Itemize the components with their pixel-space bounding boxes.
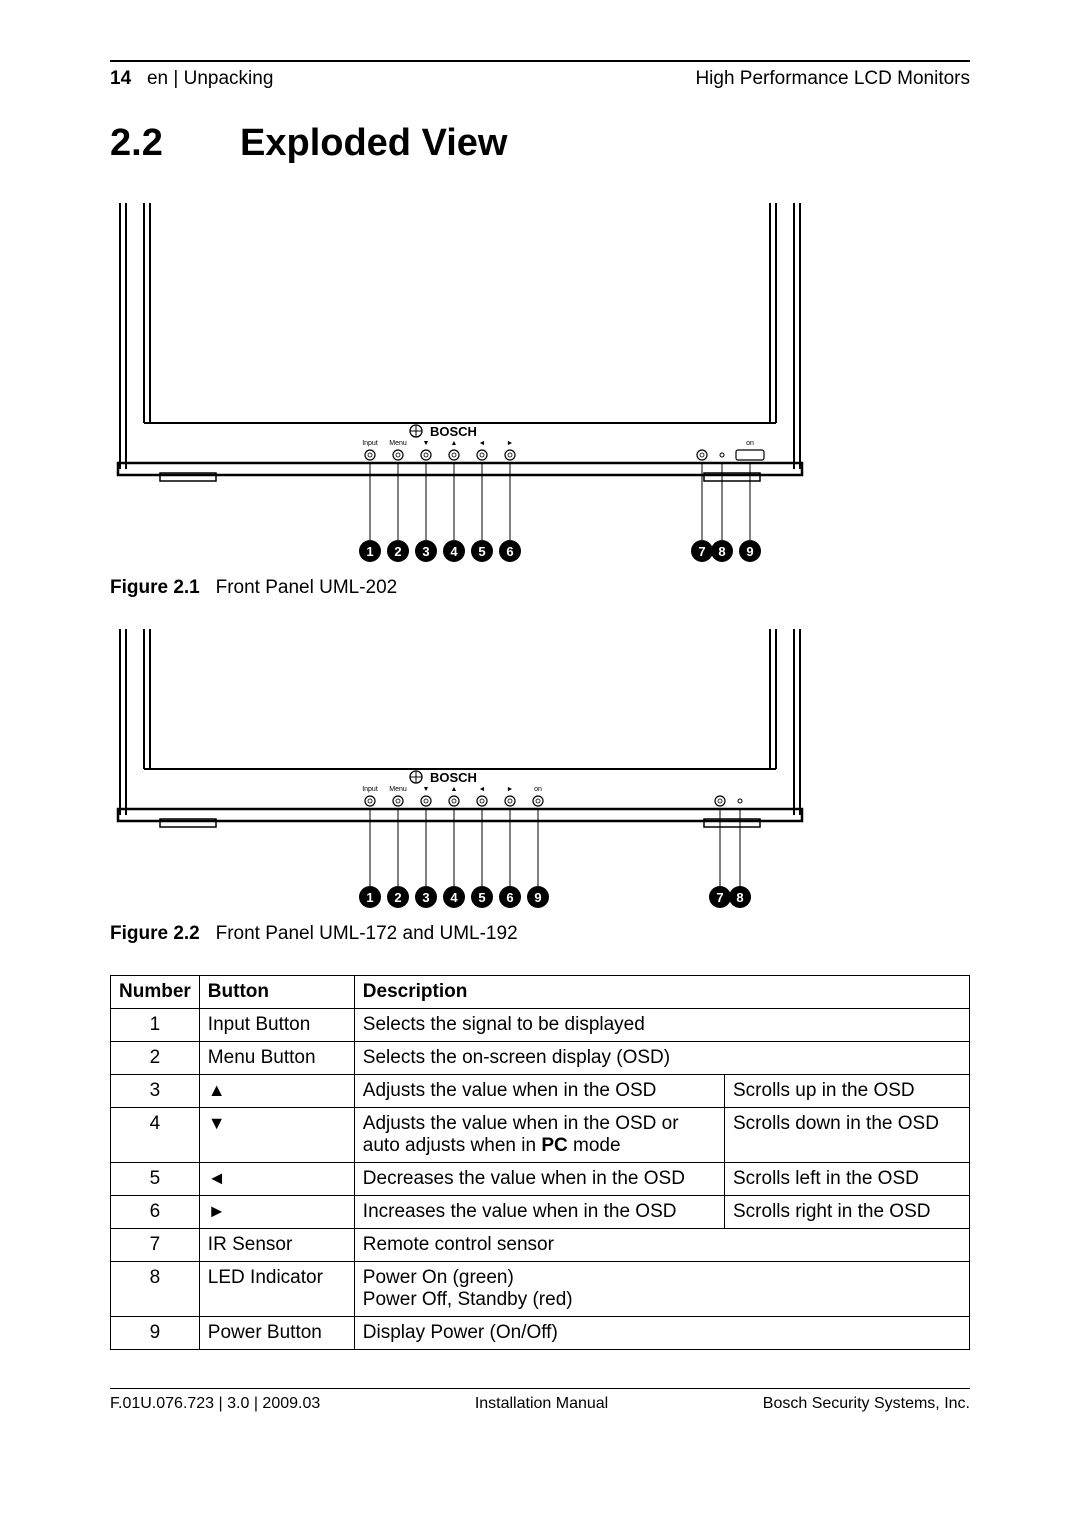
page-number: 14: [110, 68, 131, 89]
svg-text:6: 6: [506, 890, 513, 905]
svg-text:◄: ◄: [479, 786, 486, 793]
svg-text:9: 9: [534, 890, 541, 905]
header-breadcrumb-text: en | Unpacking: [147, 68, 273, 89]
figure-2-2-caption: Figure 2.2 Front Panel UML-172 and UML-1…: [110, 923, 970, 945]
header-breadcrumb: [136, 68, 147, 89]
svg-text:9: 9: [746, 544, 753, 559]
header-product: High Performance LCD Monitors: [695, 68, 970, 90]
button-description-table: NumberButtonDescription1Input ButtonSele…: [110, 975, 970, 1350]
svg-text:2: 2: [394, 890, 401, 905]
svg-text:on: on: [746, 440, 754, 447]
svg-text:BOSCH: BOSCH: [430, 770, 477, 785]
svg-text:6: 6: [506, 544, 513, 559]
svg-text:7: 7: [698, 544, 705, 559]
header-left: 14 en | Unpacking: [110, 68, 273, 90]
fig2-caption-text: Front Panel UML-172 and UML-192: [216, 923, 518, 944]
svg-text:5: 5: [478, 544, 485, 559]
svg-text:▼: ▼: [423, 440, 430, 447]
svg-text:7: 7: [716, 890, 723, 905]
svg-text:1: 1: [366, 890, 373, 905]
footer-left: F.01U.076.723 | 3.0 | 2009.03: [110, 1395, 320, 1413]
section-name: Exploded View: [240, 122, 507, 164]
svg-text:5: 5: [478, 890, 485, 905]
svg-text:8: 8: [736, 890, 743, 905]
svg-text:4: 4: [450, 890, 458, 905]
monitor-diagram-2: BOSCH Input Menu ▼ ▲ ◄ ► on 1 2 3 4 5 6 9 78: [110, 629, 820, 917]
section-number: 2.2: [110, 122, 240, 165]
svg-text:►: ►: [507, 440, 514, 447]
fig1-label: Figure 2.1: [110, 577, 200, 598]
footer-center: Installation Manual: [475, 1395, 608, 1413]
page-footer: F.01U.076.723 | 3.0 | 2009.03 Installati…: [110, 1388, 970, 1413]
svg-text:Menu: Menu: [389, 440, 407, 447]
figure-2-2-diagram: BOSCH Input Menu ▼ ▲ ◄ ► on 1 2 3 4 5 6 9 78: [110, 629, 970, 917]
svg-text:on: on: [534, 786, 542, 793]
monitor-diagram-1: BOSCH Input Menu ▼ ▲ ◄ ► on 1 2 3 4 5 6 78 9: [110, 203, 820, 571]
svg-text:2: 2: [394, 544, 401, 559]
svg-text:4: 4: [450, 544, 458, 559]
figure-2-1-diagram: BOSCH Input Menu ▼ ▲ ◄ ► on 1 2 3 4 5 6 78 9: [110, 203, 970, 571]
svg-text:▼: ▼: [423, 786, 430, 793]
footer-right: Bosch Security Systems, Inc.: [763, 1395, 970, 1413]
svg-text:►: ►: [507, 786, 514, 793]
svg-text:8: 8: [718, 544, 725, 559]
svg-text:▲: ▲: [451, 786, 458, 793]
svg-text:3: 3: [422, 890, 429, 905]
svg-text:BOSCH: BOSCH: [430, 424, 477, 439]
section-title: 2.2Exploded View: [110, 122, 970, 165]
fig2-label: Figure 2.2: [110, 923, 200, 944]
svg-text:▲: ▲: [451, 440, 458, 447]
svg-text:◄: ◄: [479, 440, 486, 447]
svg-text:Input: Input: [362, 786, 378, 793]
figure-2-1-caption: Figure 2.1 Front Panel UML-202: [110, 577, 970, 599]
svg-text:Menu: Menu: [389, 786, 407, 793]
svg-text:Input: Input: [362, 440, 378, 447]
page-header: 14 en | Unpacking High Performance LCD M…: [110, 60, 970, 90]
svg-text:3: 3: [422, 544, 429, 559]
fig1-caption-text: Front Panel UML-202: [216, 577, 398, 598]
svg-text:1: 1: [366, 544, 373, 559]
